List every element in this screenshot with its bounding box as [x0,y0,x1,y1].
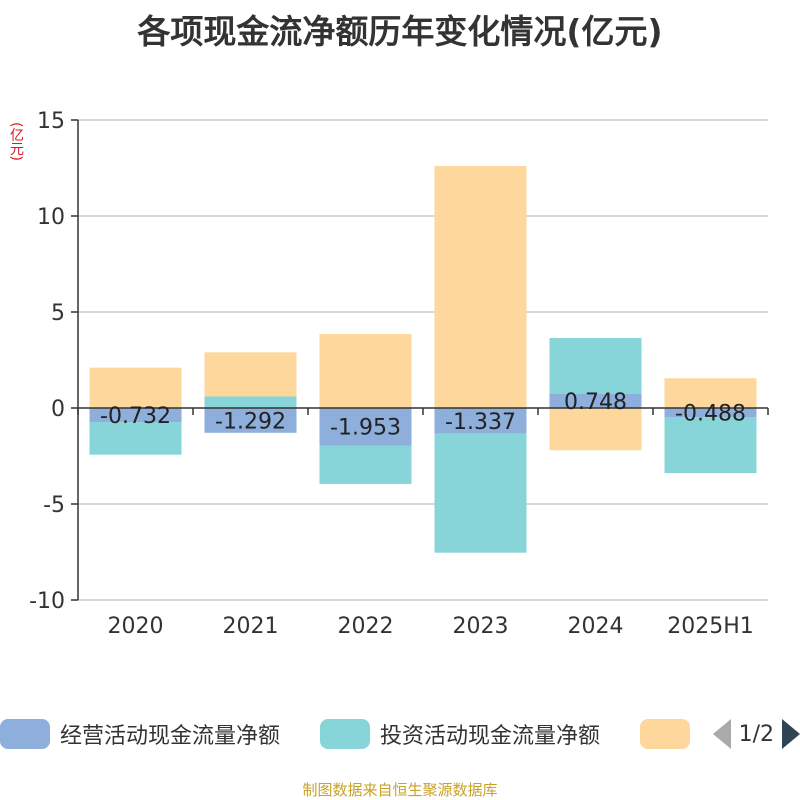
legend-item-operating[interactable]: 经营活动现金流量净额 [0,716,280,752]
legend-label-operating: 经营活动现金流量净额 [60,724,281,749]
bars [89,166,757,553]
bar-1-2025H1 [664,417,757,474]
bar-2-2025H1 [664,378,757,408]
y-tick-label: 10 [37,205,65,230]
data-labels: -0.732 -1.292 -1.953 -1.337 0.748 -0.488 [100,390,746,441]
data-label-2020: -0.732 [100,404,171,429]
bar-0-2021 [204,408,297,433]
bar-1-2020 [89,422,182,455]
grid-lines [78,119,768,601]
bar-0-2022 [319,408,412,446]
x-tick-label-2021: 2021 [223,614,279,639]
y-axis-unit: (亿元) [5,122,27,165]
y-tick-label: 15 [37,109,65,134]
bar-0-2024 [549,393,642,408]
axes: 15 10 5 0 -5 -10 2020 2021 2022 2023 2024 2025H1 [29,109,769,639]
legend-next-arrow-icon[interactable] [782,719,800,749]
bar-2-2024 [549,408,642,451]
y-tick-label: -5 [43,493,65,518]
legend-pager: 1/2 [712,716,800,752]
data-source-footer: 制图数据来自恒生聚源数据库 [302,781,498,799]
y-tick-label: 0 [51,397,65,422]
x-tick-label-2025H1: 2025H1 [667,614,754,639]
legend-swatch-investing [320,719,370,749]
y-axis-unit-text: (亿元) [8,122,24,161]
legend-item-investing[interactable]: 投资活动现金流量净额 [320,716,600,752]
legend-page-indicator: 1/2 [738,721,774,747]
bar-2-2020 [89,367,182,408]
data-label-2023: -1.337 [445,410,516,435]
legend-prev-arrow-icon[interactable] [712,719,731,749]
legend-swatch-financing [640,719,690,749]
legend-item-financing[interactable] [640,716,690,752]
y-tick-label: -10 [29,589,65,614]
bar-1-2024 [549,337,642,394]
bar-2-2022 [319,334,412,408]
data-label-2021: -1.292 [215,409,286,434]
bar-1-2023 [434,433,527,553]
chart-title: 各项现金流净额历年变化情况(亿元) [137,12,663,51]
bar-1-2021 [204,396,297,408]
y-tick-label: 5 [51,301,65,326]
x-tick-label-2020: 2020 [108,614,164,639]
bar-2-2021 [204,352,297,397]
x-tick-label-2022: 2022 [338,614,394,639]
data-label-2022: -1.953 [330,416,401,441]
x-tick-label-2023: 2023 [453,614,509,639]
x-tick-label-2024: 2024 [568,614,624,639]
data-label-2025H1: -0.488 [675,402,746,427]
bar-0-2023 [434,408,527,434]
bar-2-2023 [434,166,527,408]
bar-0-2020 [89,408,182,423]
bar-1-2022 [319,445,412,484]
data-label-2024: 0.748 [564,390,627,415]
legend-swatch-operating [0,719,50,749]
bar-0-2025H1 [664,408,757,418]
legend: 经营活动现金流量净额 投资活动现金流量净额 1/2 [0,716,800,756]
legend-label-investing: 投资活动现金流量净额 [380,724,601,749]
